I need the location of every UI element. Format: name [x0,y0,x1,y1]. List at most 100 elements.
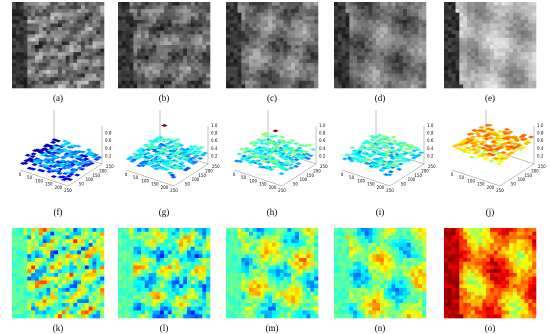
pixel [202,2,206,6]
pixel [272,70,276,74]
pixel [310,63,314,67]
pixel [199,84,203,88]
pixel [280,9,284,13]
pixel [176,34,180,38]
pixel [459,45,463,49]
pixel [291,77,295,81]
pixel [96,13,100,17]
pixel [176,70,180,74]
pixel [380,24,384,28]
pixel [422,56,426,60]
pixel [191,31,195,35]
pixel [272,34,276,38]
pixel [27,24,31,28]
pixel [471,56,475,60]
pixel [54,84,58,88]
pixel [126,81,130,85]
pixel [12,277,16,281]
pixel [361,49,365,53]
pixel [392,52,396,56]
pixel [141,34,145,38]
pixel [93,56,97,60]
pixel [191,6,195,10]
pixel [149,41,153,45]
pixel [502,31,506,35]
pixel [70,277,74,281]
pixel [206,258,210,262]
pixel [47,247,51,251]
pixel [70,307,74,311]
pixel [392,24,396,28]
pixel [20,273,24,277]
pixel [498,2,502,6]
pixel [27,284,31,288]
pixel [422,77,426,81]
pixel [291,84,295,88]
pixel [62,288,66,292]
z-tick-label: 0.2 [211,153,218,158]
pixel [93,38,97,42]
pixel [12,24,16,28]
pixel [153,247,157,251]
pixel [100,236,104,240]
pixel [444,24,448,28]
z-tick-label: 0.6 [211,138,218,143]
pixel [448,45,452,49]
pixel [153,20,157,24]
pixel [361,24,365,28]
pixel [73,31,77,35]
pixel [164,277,168,281]
pixel [287,34,291,38]
pixel [230,27,234,31]
pixel [39,9,43,13]
pixel [133,67,137,71]
pixel [35,63,39,67]
pixel [372,20,376,24]
surface-cell [342,158,348,161]
pixel [456,2,460,6]
pixel [226,6,230,10]
pixel [187,63,191,67]
pixel [50,49,54,53]
pixel [47,269,51,273]
pixel [361,34,365,38]
pixel [16,296,20,300]
pixel [191,251,195,255]
pixel [160,239,164,243]
pixel [118,63,122,67]
pixel [299,31,303,35]
pixel [118,262,122,266]
pixel [226,31,230,35]
pixel [388,77,392,81]
pixel [502,24,506,28]
pixel [459,13,463,17]
pixel [272,49,276,53]
pixel [47,262,51,266]
pixel [96,24,100,28]
pixel [257,56,261,60]
pixel [206,254,210,258]
pixel [287,9,291,13]
pixel [85,67,89,71]
pixel [238,70,242,74]
pixel [195,27,199,31]
x-tick-label: 100 [141,178,149,183]
pixel [272,74,276,78]
pixel [202,81,206,85]
pixel [153,31,157,35]
pixel [234,56,238,60]
pixel [346,81,350,85]
pixel [494,34,498,38]
pixel [272,6,276,10]
pixel [475,13,479,17]
pixel [141,70,145,74]
x-tick-label: 200 [55,185,63,190]
pixel [299,52,303,56]
pixel [261,34,265,38]
pixel [141,262,145,266]
pixel [475,74,479,78]
pixel [27,281,31,285]
pixel [85,296,89,300]
pixel [482,45,486,49]
pixel [202,34,206,38]
